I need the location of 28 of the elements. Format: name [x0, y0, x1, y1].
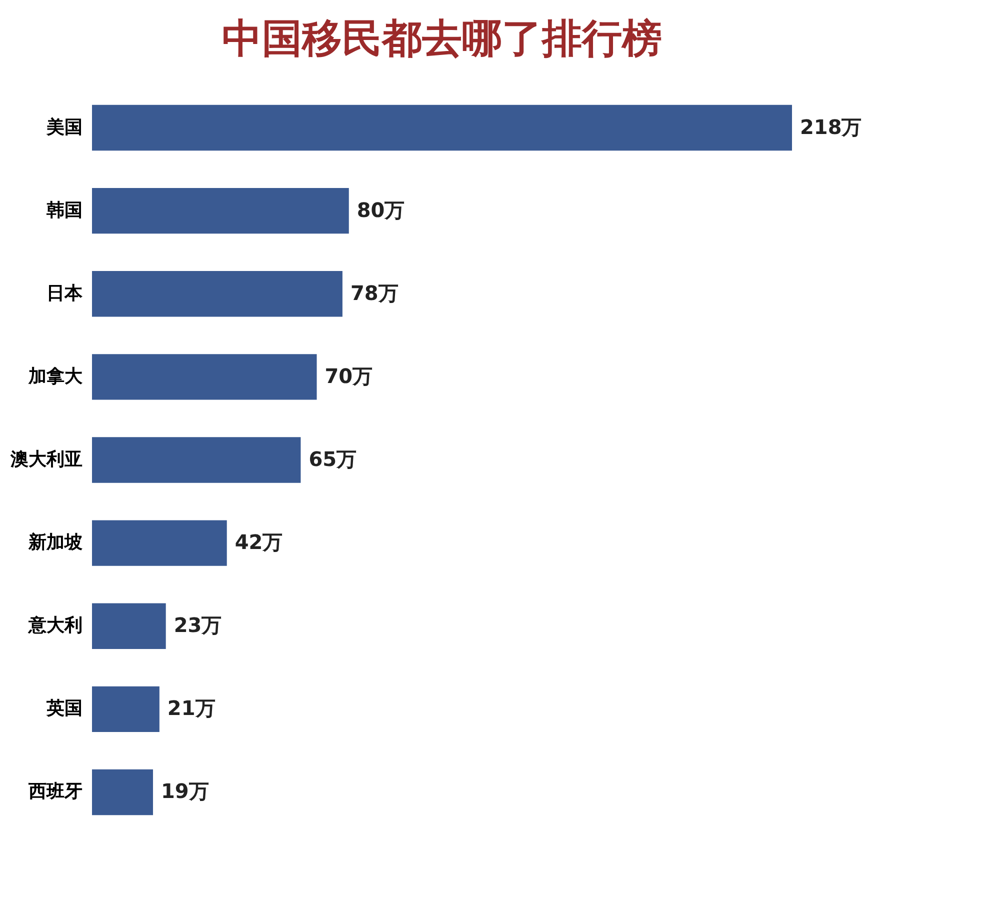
data-label: 78万 — [350, 280, 398, 305]
bar — [92, 188, 349, 234]
data-label: 23万 — [174, 613, 222, 638]
chart-title: 中国移民都去哪了排行榜 — [222, 16, 662, 62]
data-label: 65万 — [308, 447, 357, 471]
bar — [92, 354, 317, 400]
bar — [92, 603, 166, 649]
bar — [92, 437, 301, 483]
data-label: 21万 — [167, 696, 216, 720]
data-label: 80万 — [356, 198, 405, 222]
y-tick-label: 英国 — [46, 698, 82, 720]
y-tick-label: 新加坡 — [28, 532, 82, 554]
bar — [92, 271, 342, 317]
bar — [92, 686, 160, 732]
y-tick-label: 美国 — [46, 116, 82, 138]
y-tick-label: 日本 — [46, 282, 84, 304]
bar — [92, 104, 792, 151]
data-label: 218万 — [800, 114, 862, 139]
bar — [92, 520, 227, 566]
y-tick-label: 澳大利亚 — [10, 449, 82, 470]
y-tick-label: 西班牙 — [28, 781, 82, 802]
data-label: 42万 — [234, 530, 283, 554]
data-label: 70万 — [324, 364, 373, 388]
y-tick-label: 韩国 — [46, 200, 82, 221]
y-tick-label: 意大利 — [28, 615, 82, 636]
data-label: 19万 — [161, 779, 209, 804]
bar — [92, 769, 154, 816]
y-tick-label: 加拿大 — [28, 366, 84, 387]
